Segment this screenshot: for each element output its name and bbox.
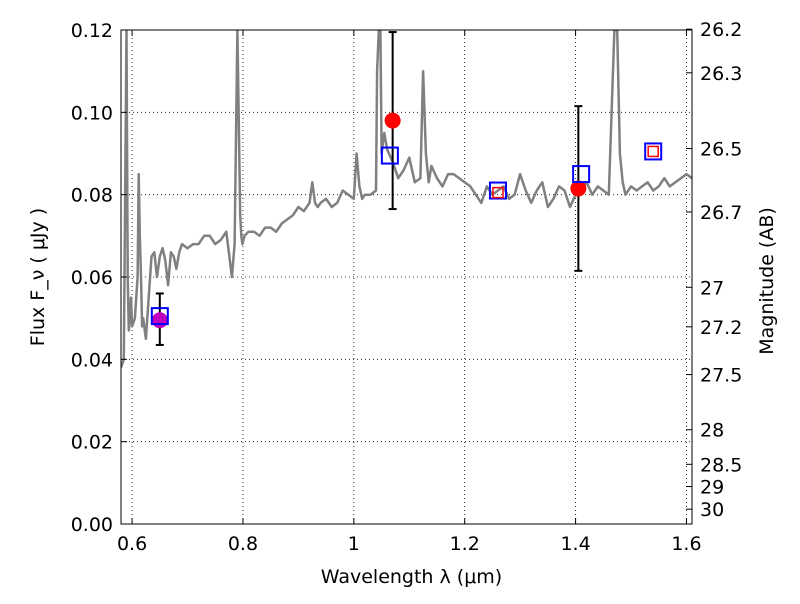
y-tick-label: 0.12 [71,20,113,42]
model-square-small [492,186,504,199]
x-tick-label: 1.2 [450,533,480,555]
x-axis-title: Wavelength λ (μm) [321,566,502,588]
plot-frame [120,29,693,525]
model-square-large [572,165,591,184]
y-tick-label: 0.08 [71,185,113,207]
photometry-point [384,112,401,129]
right-tick-label: 28 [700,420,724,442]
y-tick-label: 0.02 [71,432,113,454]
x-tick-label: 0.6 [117,533,147,555]
right-axis-title: Magnitude (AB) [756,207,778,355]
right-tick-label: 27 [700,277,724,299]
right-tick-label: 26.7 [700,202,742,224]
model-square-large [644,142,663,161]
right-tick-label: 27.2 [700,317,742,339]
y-tick-label: 0.00 [71,514,113,536]
right-tick-label: 26.2 [700,19,742,41]
right-tick-label: 30 [700,499,724,521]
y-tick-label: 0.06 [71,267,113,289]
spectrum-line [121,30,692,368]
x-tick-label: 1 [348,533,360,555]
right-tick-label: 27.5 [700,365,742,387]
y-tick-label: 0.04 [71,349,113,371]
right-tick-label: 29 [700,477,724,499]
right-tick-label: 26.5 [700,139,742,161]
right-tick-label: 28.5 [700,454,742,476]
x-tick-label: 0.8 [228,533,258,555]
x-tick-label: 1.6 [671,533,701,555]
x-tick-label: 1.4 [560,533,590,555]
model-square-large [488,181,507,200]
model-square-large [150,307,169,326]
y-tick-label: 0.10 [71,102,113,124]
photometry-point [151,312,168,329]
plot-content [121,30,692,368]
photometry-point [570,180,587,197]
grid-layer [121,29,692,525]
y-axis-title: Flux F_ν ( μJy ) [27,208,49,346]
right-tick-label: 26.3 [700,63,742,85]
model-square-small [647,145,659,158]
model-square-large [380,146,399,165]
axes-layer [120,28,693,525]
labels-layer: 0.6 0.8 1 1.2 1.4 1.6 0.00 0.02 0.04 0.06 0.08 0.10… [27,19,778,588]
